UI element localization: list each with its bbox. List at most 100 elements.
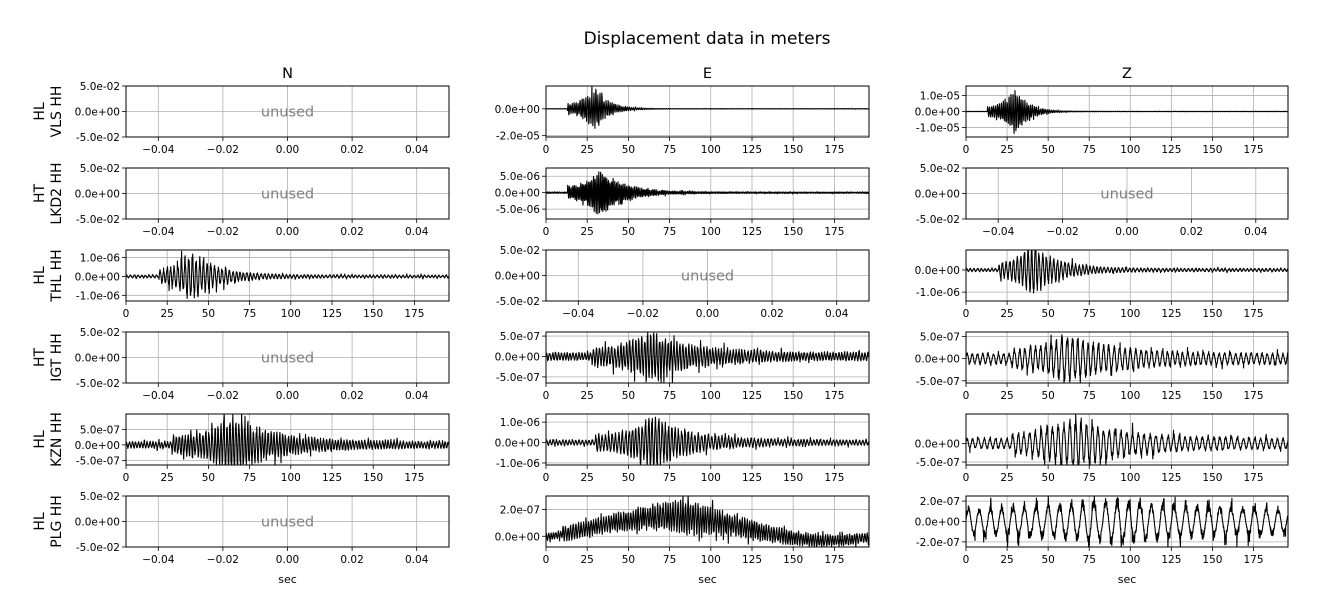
y-tick-label: 5.0e-02 [80, 163, 120, 175]
x-tick-label: 0 [543, 144, 550, 156]
x-tick-label: 100 [701, 390, 721, 402]
x-tick-label: −0.04 [142, 226, 174, 238]
x-tick-label: 75 [1083, 144, 1096, 156]
panel-z-3: 0 25 50 75 100 125 150 175 5.0e-07 0.0e+00 -5.0e-0… [915, 331, 1289, 402]
x-tick-label: 150 [363, 308, 383, 320]
seismic-trace-series [545, 85, 870, 129]
x-tick-label: 125 [742, 390, 762, 402]
x-tick-label: 175 [404, 308, 424, 320]
seismic-trace-series [545, 331, 870, 384]
x-tick-label: 125 [742, 554, 762, 566]
x-tick-label: 0.00 [276, 554, 299, 566]
x-tick-label: 125 [322, 308, 342, 320]
x-tick-label: 75 [243, 472, 256, 484]
y-tick-label: 0.0e+00 [495, 438, 540, 450]
x-tick-label: 0 [963, 472, 970, 484]
y-tick-label: 0.0e+00 [495, 271, 540, 283]
y-tick-label: 5.0e-02 [80, 491, 120, 503]
x-tick-label: 0 [123, 308, 130, 320]
panel-z-4: 0 25 50 75 100 125 150 175 0.0e+00 -5.0e-07 [915, 413, 1289, 484]
y-tick-label: 0.0e+00 [915, 439, 960, 451]
x-tick-label: 25 [161, 472, 174, 484]
x-tick-label: 125 [1161, 390, 1181, 402]
x-tick-label: −0.02 [207, 144, 239, 156]
axes-frame [965, 167, 1289, 220]
x-tick-label: 0.02 [340, 554, 363, 566]
x-tick-label: 0 [963, 554, 970, 566]
y-tick-label: 0.0e+00 [915, 354, 960, 366]
x-tick-label: 100 [701, 144, 721, 156]
column-title-e: E [703, 66, 712, 82]
x-tick-label: 100 [701, 472, 721, 484]
y-tick-label: 5.0e-02 [80, 81, 120, 93]
x-tick-label: 50 [1041, 308, 1054, 320]
x-tick-label: 150 [1202, 144, 1222, 156]
x-tick-label: 0 [543, 390, 550, 402]
x-tick-label: 0.04 [405, 390, 429, 402]
x-tick-label: 0 [963, 390, 970, 402]
axes-frame [965, 249, 1289, 302]
x-tick-label: 100 [1120, 390, 1140, 402]
seismic-trace-series [545, 171, 870, 215]
y-tick-label: -1.0e-06 [496, 458, 540, 470]
y-tick-label: -1.0e-05 [916, 122, 960, 134]
row-label-station: IGT HH [49, 333, 65, 382]
y-tick-label: 5.0e-07 [500, 331, 540, 343]
y-tick-label: 2.0e-07 [500, 504, 540, 516]
x-tick-label: −0.04 [142, 144, 174, 156]
x-tick-label: −0.02 [207, 390, 239, 402]
row-label-station: LKD2 HH [49, 162, 65, 224]
y-tick-label: 0.0e+00 [915, 189, 960, 201]
x-tick-label: 175 [1243, 554, 1263, 566]
x-tick-label: −0.02 [627, 308, 659, 320]
x-tick-label: 100 [701, 226, 721, 238]
x-tick-label: 75 [663, 144, 676, 156]
x-tick-label: 0.00 [276, 390, 299, 402]
unused-label: unused [261, 515, 314, 531]
y-tick-label: 2.0e-07 [920, 496, 960, 508]
row-label-station: THL HH [49, 249, 65, 302]
seismic-trace-series [125, 250, 450, 300]
x-tick-label: 25 [1000, 390, 1013, 402]
x-tick-label: 100 [281, 472, 301, 484]
x-tick-label: −0.02 [1047, 226, 1079, 238]
seismic-trace-series [965, 249, 1289, 294]
y-tick-label: -2.0e-05 [496, 131, 540, 143]
unused-label: unused [261, 187, 314, 203]
x-tick-label: 25 [581, 226, 594, 238]
row-label-4: HL KZN HH [32, 412, 65, 467]
y-tick-label: 0.0e+00 [75, 271, 120, 283]
y-tick-label: 0.0e+00 [75, 353, 120, 365]
unused-label: unused [1100, 187, 1153, 203]
y-tick-label: -2.0e-07 [916, 537, 960, 549]
x-tick-label: 175 [1243, 472, 1263, 484]
x-tick-label: −0.04 [562, 308, 594, 320]
x-tick-label: 25 [1000, 308, 1013, 320]
x-tick-label: 0.02 [340, 144, 363, 156]
x-tick-label: 0 [543, 226, 550, 238]
x-tick-label: 50 [1041, 144, 1054, 156]
y-tick-label: -5.0e-02 [76, 378, 120, 390]
panel-z-0: 0 25 50 75 100 125 150 175 1.0e-05 0.0e+00 -1.0e-0… [915, 85, 1289, 156]
x-tick-label: 0.00 [276, 226, 299, 238]
axes-frame [545, 331, 870, 384]
y-tick-label: -1.0e-06 [76, 290, 120, 302]
x-axis-label: sec [278, 573, 297, 586]
seismic-trace-series [965, 90, 1289, 134]
x-tick-label: 0 [963, 144, 970, 156]
axes-frame [545, 495, 870, 548]
y-tick-label: 0.0e+00 [915, 265, 960, 277]
x-tick-label: 150 [1202, 390, 1222, 402]
x-tick-label: 175 [824, 472, 844, 484]
x-tick-label: 0.04 [405, 226, 429, 238]
x-tick-label: 100 [1120, 472, 1140, 484]
y-tick-label: -5.0e-02 [76, 542, 120, 554]
axes-frame [545, 85, 870, 138]
row-label-station: PLG HH [49, 495, 65, 548]
x-tick-label: 0.02 [340, 390, 363, 402]
x-tick-label: 0.00 [696, 308, 719, 320]
y-tick-label: -5.0e-07 [916, 457, 960, 469]
column-title-z: Z [1122, 66, 1132, 82]
x-tick-label: 50 [622, 226, 635, 238]
